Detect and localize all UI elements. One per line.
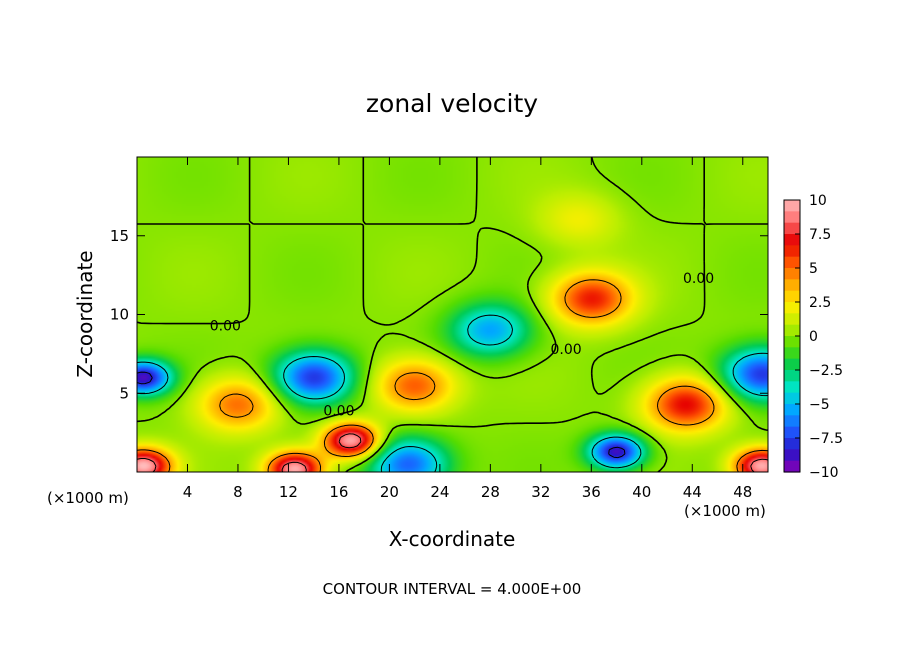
colorbar-tick-label: 0 [809, 329, 818, 345]
colorbar-tick-label: 10 [809, 193, 827, 209]
contour-line [136, 314, 769, 473]
y-axis-ticks: 5 10 15 [110, 227, 768, 402]
colorbar-step [784, 415, 800, 428]
x-tick-label: 20 [380, 483, 399, 501]
x-tick-label: 12 [279, 483, 298, 501]
colorbar-step [784, 234, 800, 246]
plot-area: 0.000.000.000.00 4 8 12 16 20 24 28 32 36 40 44 48 … [110, 156, 769, 501]
colorbar-step [784, 290, 800, 303]
x-tick-label: 40 [632, 483, 651, 501]
y-tick-label: 5 [119, 384, 129, 402]
contour-line [136, 279, 769, 473]
colorbar-step [784, 302, 800, 314]
colorbar-step [784, 460, 800, 473]
colorbar-tick-label: 7.5 [809, 227, 831, 243]
x-axis-label: X-coordinate [389, 527, 516, 551]
x-tick-label: 8 [233, 483, 243, 501]
y-tick-label: 15 [110, 227, 129, 245]
colorbar-tick-label: −5 [809, 397, 830, 413]
colorbar-step [784, 392, 800, 405]
colorbar-step [784, 279, 800, 292]
colorbar-steps [784, 200, 800, 473]
contour-label: 0.00 [210, 318, 241, 334]
colorbar-step [784, 347, 800, 360]
colorbar-step [784, 381, 800, 394]
x-axis-ticks: 4 8 12 16 20 24 28 32 36 40 44 48 [183, 157, 752, 501]
colorbar-step [784, 256, 800, 269]
colorbar-step [784, 426, 800, 439]
x-tick-label: 48 [733, 483, 752, 501]
colorbar-step [784, 245, 800, 258]
contour-label: 0.00 [323, 403, 354, 419]
x-axis-unit-right: (×1000 m) [684, 502, 766, 520]
contour-label: 0.00 [683, 271, 714, 287]
contour-lines: 0.00 0.00 0.00 0.00 [136, 156, 769, 473]
colorbar-step [784, 449, 800, 462]
x-tick-label: 16 [329, 483, 348, 501]
colorbar-tick-label: −7.5 [809, 431, 843, 447]
velocity-field [137, 157, 768, 472]
y-axis-label: Z-coordinate [73, 250, 97, 377]
colorbar-tick-label: −2.5 [809, 363, 843, 379]
colorbar-step [784, 200, 800, 212]
contour-label: 0.00 [550, 342, 581, 358]
colorbar-step [784, 404, 800, 416]
x-tick-label: 28 [481, 483, 500, 501]
colorbar-step [784, 438, 800, 450]
colorbar: 10 7.5 5 2.5 0 −2.5 −5 −7.5 −10 [783, 193, 843, 481]
chart-title: zonal velocity [366, 89, 538, 118]
x-tick-label: 24 [430, 483, 449, 501]
contour-line [136, 371, 626, 459]
colorbar-step [784, 313, 800, 326]
colorbar-tick-label: −10 [809, 465, 839, 481]
x-tick-label: 4 [183, 483, 193, 501]
colorbar-step [784, 211, 800, 224]
x-tick-label: 36 [582, 483, 601, 501]
colorbar-step [784, 370, 800, 382]
colorbar-step [784, 358, 800, 371]
colorbar-tick-label: 2.5 [809, 295, 831, 311]
x-tick-label: 32 [531, 483, 550, 501]
colorbar-step [784, 324, 800, 337]
colorbar-step [784, 268, 800, 280]
contour-interval-note: CONTOUR INTERVAL = 4.000E+00 [323, 580, 582, 598]
colorbar-ticks: 10 7.5 5 2.5 0 −2.5 −5 −7.5 −10 [795, 193, 843, 481]
colorbar-step [784, 336, 800, 348]
contour-line [136, 156, 769, 473]
x-axis-unit-left: (×1000 m) [47, 489, 129, 507]
colorbar-step [784, 222, 800, 235]
y-tick-label: 10 [110, 306, 129, 324]
colorbar-tick-label: 5 [809, 261, 818, 277]
x-tick-label: 44 [683, 483, 702, 501]
